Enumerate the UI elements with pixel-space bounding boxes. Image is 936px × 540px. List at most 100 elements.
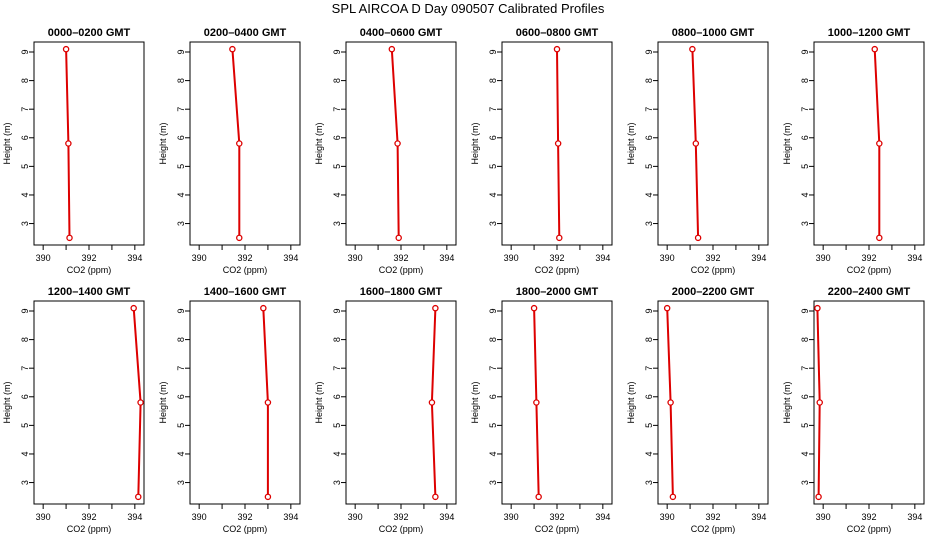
plot-frame	[33, 41, 145, 246]
profile-panel-4: 0600–0800 GMT 390 392 394 3 4 5 6 7 8 9 CO2 (ppm) He…	[470, 27, 613, 275]
y-tick-label: 5	[800, 164, 810, 169]
profile-point	[814, 304, 821, 312]
profile-point	[553, 45, 561, 53]
profile-point	[871, 45, 878, 53]
x-tick-label: 392	[237, 512, 252, 522]
y-tick-label: 3	[644, 221, 654, 226]
y-tick-label: 7	[488, 107, 498, 112]
panel-title: 1400–1600 GMT	[204, 286, 287, 298]
profile-panel-11: 2000–2200 GMT 390 392 394 3 4 5 6 7 8 9 CO2 (ppm) He…	[626, 286, 769, 534]
y-tick-label: 6	[644, 135, 654, 140]
profile-point	[130, 304, 137, 312]
y-tick-label: 6	[800, 135, 810, 140]
y-tick-label: 3	[332, 221, 342, 226]
x-tick-label: 390	[192, 512, 207, 522]
y-axis-label: Height (m)	[158, 381, 168, 423]
plot-frame	[813, 300, 925, 505]
y-tick-label: 3	[644, 480, 654, 485]
y-axis-label: Height (m)	[470, 122, 480, 164]
y-tick-label: 7	[176, 366, 186, 371]
y-tick-label: 7	[332, 107, 342, 112]
y-tick-label: 9	[176, 308, 186, 313]
panel-title: 0000–0200 GMT	[48, 27, 131, 39]
x-tick-label: 392	[549, 512, 564, 522]
profile-point	[264, 493, 272, 501]
y-tick-label: 7	[488, 366, 498, 371]
y-tick-label: 6	[20, 135, 30, 140]
y-tick-label: 5	[176, 164, 186, 169]
y-tick-label: 9	[644, 308, 654, 313]
y-axis-label: Height (m)	[314, 122, 324, 164]
x-axis-label: CO2 (ppm)	[67, 524, 112, 534]
y-tick-label: 5	[20, 423, 30, 428]
profile-panel-5: 0800–1000 GMT 390 392 394 3 4 5 6 7 8 9 CO2 (ppm) He…	[626, 27, 769, 275]
x-axis-label: CO2 (ppm)	[223, 524, 268, 534]
y-tick-label: 8	[644, 337, 654, 342]
y-tick-label: 5	[488, 423, 498, 428]
x-tick-label: 392	[861, 512, 876, 522]
y-tick-label: 7	[644, 107, 654, 112]
x-tick-label: 392	[393, 512, 408, 522]
profile-panel-7: 1200–1400 GMT 390 392 394 3 4 5 6 7 8 9 CO2 (ppm) He…	[2, 286, 145, 534]
y-tick-label: 3	[488, 221, 498, 226]
profile-panel-2: 0200–0400 GMT 390 392 394 3 4 5 6 7 8 9 CO2 (ppm) He…	[158, 27, 301, 275]
y-tick-label: 4	[20, 451, 30, 456]
x-axis-label: CO2 (ppm)	[535, 265, 580, 275]
profile-point	[535, 493, 542, 501]
y-tick-label: 6	[20, 394, 30, 399]
y-tick-label: 6	[488, 394, 498, 399]
y-tick-label: 4	[488, 451, 498, 456]
x-axis-label: CO2 (ppm)	[223, 265, 268, 275]
y-tick-label: 3	[176, 480, 186, 485]
panel-title: 0600–0800 GMT	[516, 27, 599, 39]
y-tick-label: 9	[332, 308, 342, 313]
y-axis-label: Height (m)	[314, 381, 324, 423]
y-tick-label: 8	[332, 78, 342, 83]
y-axis-label: Height (m)	[626, 122, 636, 164]
x-tick-label: 394	[283, 253, 298, 263]
profile-point	[876, 140, 883, 147]
y-tick-label: 9	[800, 308, 810, 313]
x-axis-label: CO2 (ppm)	[691, 265, 736, 275]
profile-point	[236, 234, 243, 242]
y-tick-label: 7	[332, 366, 342, 371]
profile-point	[432, 304, 439, 312]
panel-title: 0400–0600 GMT	[360, 27, 443, 39]
x-tick-label: 394	[751, 253, 766, 263]
profile-point	[395, 234, 402, 242]
profile-point	[876, 234, 883, 242]
x-tick-label: 390	[36, 512, 51, 522]
y-tick-label: 9	[20, 308, 30, 313]
y-axis-label: Height (m)	[2, 381, 12, 423]
y-tick-label: 8	[176, 78, 186, 83]
profile-point	[260, 304, 267, 312]
y-tick-label: 3	[800, 480, 810, 485]
y-tick-label: 9	[176, 49, 186, 54]
x-tick-label: 394	[595, 253, 610, 263]
x-axis-label: CO2 (ppm)	[535, 524, 580, 534]
y-tick-label: 4	[800, 192, 810, 197]
y-axis-label: Height (m)	[158, 122, 168, 164]
x-tick-label: 390	[816, 253, 831, 263]
x-axis-label: CO2 (ppm)	[847, 524, 892, 534]
figure-title: SPL AIRCOA D Day 090507 Calibrated Profi…	[331, 1, 605, 16]
x-tick-label: 390	[504, 253, 519, 263]
profile-panel-9: 1600–1800 GMT 390 392 394 3 4 5 6 7 8 9 CO2 (ppm) He…	[314, 286, 457, 534]
y-tick-label: 8	[644, 78, 654, 83]
panel-title: 0200–0400 GMT	[204, 27, 287, 39]
x-tick-label: 390	[660, 253, 675, 263]
profile-point	[533, 399, 540, 406]
profile-point	[137, 399, 144, 406]
profile-panel-1: 0000–0200 GMT 390 392 394 3 4 5 6 7 8 9 CO2 (ppm) He…	[2, 27, 145, 275]
plot-frame	[345, 41, 457, 246]
y-tick-label: 5	[644, 164, 654, 169]
y-tick-label: 3	[488, 480, 498, 485]
y-tick-label: 4	[332, 451, 342, 456]
x-tick-label: 392	[237, 253, 252, 263]
profile-panel-6: 1000–1200 GMT 390 392 394 3 4 5 6 7 8 9 CO2 (ppm) He…	[782, 27, 925, 275]
x-tick-label: 392	[81, 253, 96, 263]
y-tick-label: 4	[176, 192, 186, 197]
y-tick-label: 7	[644, 366, 654, 371]
x-tick-label: 392	[549, 253, 564, 263]
x-tick-label: 394	[439, 253, 454, 263]
